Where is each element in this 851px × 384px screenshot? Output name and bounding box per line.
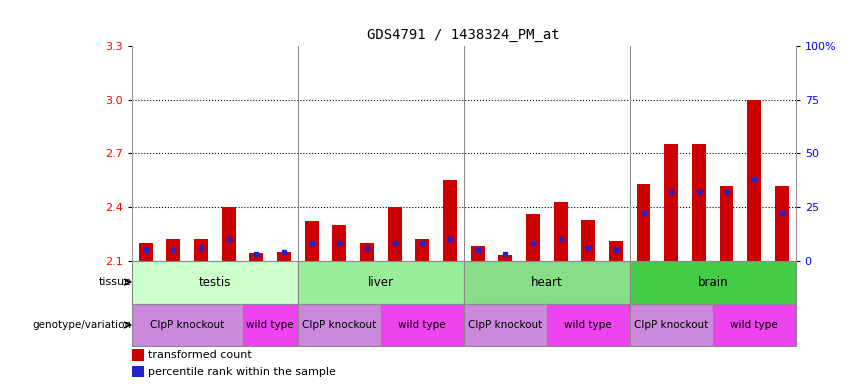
Text: genotype/variation: genotype/variation [32, 320, 131, 330]
Bar [249, 253, 263, 261]
Bar [464, 303, 547, 346]
Text: brain: brain [698, 276, 728, 289]
Bar [243, 303, 298, 346]
Bar [415, 239, 429, 261]
Bar [381, 303, 464, 346]
Bar [132, 303, 243, 346]
Bar [630, 303, 712, 346]
Bar [630, 261, 796, 303]
Bar [132, 261, 298, 303]
Bar [167, 239, 180, 261]
Bar [139, 243, 152, 261]
Text: testis: testis [198, 276, 231, 289]
Bar [132, 366, 144, 377]
Text: wild type: wild type [730, 320, 778, 330]
Bar [443, 180, 457, 261]
Bar [277, 252, 291, 261]
Text: wild type: wild type [398, 320, 446, 330]
Bar [333, 225, 346, 261]
Bar [692, 144, 705, 261]
Bar [637, 184, 650, 261]
Text: wild type: wild type [564, 320, 612, 330]
Bar [298, 303, 381, 346]
Bar [464, 261, 630, 303]
Bar [665, 144, 678, 261]
Bar [526, 214, 540, 261]
Bar [305, 221, 318, 261]
Bar [298, 261, 464, 303]
Text: ClpP knockout: ClpP knockout [302, 320, 376, 330]
Bar [747, 100, 761, 261]
Bar [581, 220, 595, 261]
Text: ClpP knockout: ClpP knockout [150, 320, 225, 330]
Text: heart: heart [531, 276, 563, 289]
Text: percentile rank within the sample: percentile rank within the sample [149, 367, 336, 377]
Text: tissue: tissue [99, 277, 131, 287]
Bar [775, 185, 789, 261]
Bar [222, 207, 236, 261]
Bar [471, 246, 484, 261]
Bar [132, 349, 144, 361]
Bar [194, 239, 208, 261]
Bar [388, 207, 402, 261]
Text: transformed count: transformed count [149, 350, 252, 360]
Bar [609, 241, 623, 261]
Text: ClpP knockout: ClpP knockout [634, 320, 708, 330]
Text: wild type: wild type [247, 320, 294, 330]
Text: GDS4791 / 1438324_PM_at: GDS4791 / 1438324_PM_at [368, 28, 560, 42]
Text: ClpP knockout: ClpP knockout [468, 320, 542, 330]
Bar [547, 303, 630, 346]
Bar [360, 243, 374, 261]
Bar [713, 303, 796, 346]
Bar [720, 185, 734, 261]
Bar [554, 202, 568, 261]
Bar [499, 255, 512, 261]
Text: liver: liver [368, 276, 394, 289]
